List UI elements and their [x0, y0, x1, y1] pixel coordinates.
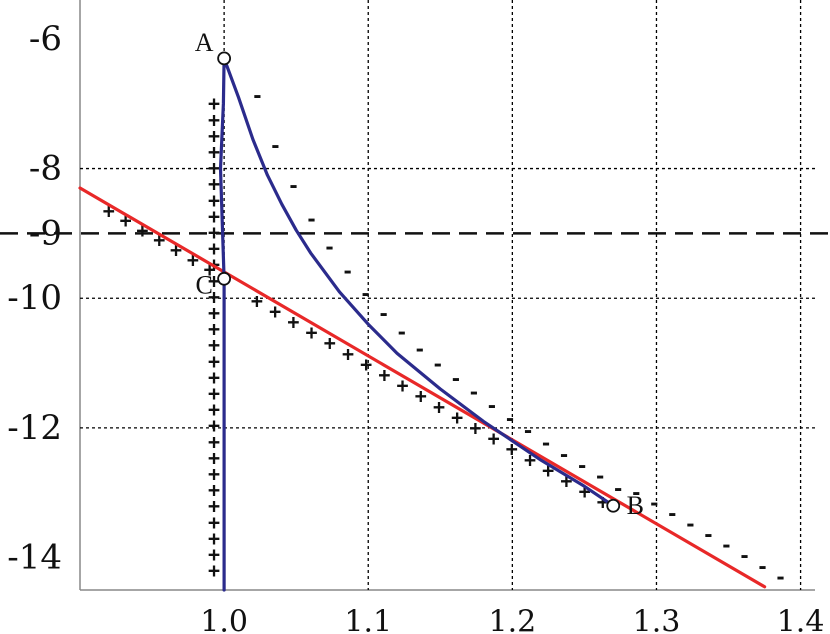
minus-sign: -: [630, 481, 642, 505]
x-tick-label: 1.3: [633, 605, 681, 634]
plus-sign: +: [306, 321, 318, 345]
plus-sign: +: [378, 363, 390, 387]
tick-labels: -6 -8 -9 -10 -12 -14 1.0 1.1 1.2 1.3 1.4: [7, 19, 824, 634]
minus-sign: -: [558, 442, 570, 466]
minus-sign: -: [269, 134, 281, 158]
y-tick-label: -6: [29, 19, 62, 59]
plus-sign: +: [251, 289, 263, 313]
grid: [80, 0, 815, 590]
plus-sign: +: [208, 269, 220, 293]
point-label-a: A: [195, 28, 214, 57]
plus-sign: +: [208, 92, 220, 116]
plus-sign: +: [208, 204, 220, 228]
minus-sign: -: [324, 235, 336, 259]
plus-sign: +: [324, 331, 336, 355]
minus-sign: -: [540, 431, 552, 455]
minus-sign: -: [702, 523, 714, 547]
minus-sign: -: [287, 174, 299, 198]
plus-sign: +: [208, 140, 220, 164]
blue-curve-series: [218, 56, 615, 592]
minus-sign: -: [414, 337, 426, 361]
plus-sign: +: [488, 427, 500, 451]
plus-sign: +: [208, 414, 220, 438]
minus-sign: -: [738, 544, 750, 568]
y-tick-label: -9: [29, 213, 62, 253]
minus-sign: -: [775, 565, 787, 589]
minus-sign: -: [396, 320, 408, 344]
point-marker-a: [217, 51, 232, 66]
plus-sign: +: [208, 478, 220, 502]
plus-sign: +: [208, 365, 220, 389]
plus-sign: +: [208, 108, 220, 132]
minus-sign: -: [378, 302, 390, 326]
minus-sign: -: [360, 281, 372, 305]
plus-sign: +: [469, 416, 481, 440]
plus-sign: +: [208, 333, 220, 357]
point-marker-b: [606, 498, 621, 513]
plus-sign: +: [208, 398, 220, 422]
series-lines: [78, 56, 767, 592]
minus-sign: -: [576, 453, 588, 477]
minus-sign: -: [450, 367, 462, 391]
minus-sign: -: [251, 84, 263, 108]
x-tick-label: 1.1: [344, 605, 392, 634]
plus-sign: +: [360, 352, 372, 376]
plus-sign: +: [208, 381, 220, 405]
x-tick-label: 1.4: [777, 605, 825, 634]
point-marker-c: [217, 271, 232, 286]
x-tick-label: 1.0: [200, 605, 248, 634]
minus-sign: -: [612, 476, 624, 500]
plot-frame: [79, 0, 815, 591]
plus-sign: +: [397, 374, 409, 398]
minus-sign: -: [306, 207, 318, 231]
minus-sign: -: [486, 394, 498, 418]
point-label-c: C: [195, 270, 212, 299]
sign-annotations: +++++++++++++++++++++++++++++++ + + + + + ++ + +…: [103, 84, 787, 589]
minus-sign: -: [342, 259, 354, 283]
plus-sign: +: [208, 221, 220, 245]
plus-sign: +: [208, 349, 220, 373]
y-tick-label: -14: [7, 538, 62, 578]
marked-points: A B C: [195, 28, 644, 520]
minus-sign: -: [468, 380, 480, 404]
x-tick-label: 1.2: [488, 605, 536, 634]
plus-sign: +: [208, 124, 220, 148]
y-tick-label: -12: [7, 408, 62, 448]
minus-sign: -: [522, 419, 534, 443]
y-tick-label: -8: [29, 149, 62, 189]
plus-sign: +: [208, 510, 220, 534]
minus-sign: -: [432, 352, 444, 376]
plus-sign: +: [433, 395, 445, 419]
plus-sign: +: [208, 494, 220, 518]
plus-sign: +: [208, 462, 220, 486]
minus-sign: -: [648, 491, 660, 515]
red-line-series: [78, 186, 767, 589]
plus-sign: +: [208, 317, 220, 341]
point-label-b: B: [627, 491, 644, 520]
y-tick-label: -10: [7, 278, 62, 318]
plus-sign: +: [287, 310, 299, 334]
plus-sign: +: [208, 446, 220, 470]
plus-sign: +: [208, 156, 220, 180]
plus-sign: +: [208, 301, 220, 325]
plus-sign: +: [342, 342, 354, 366]
minus-sign: -: [720, 533, 732, 557]
minus-sign: -: [594, 464, 606, 488]
minus-sign: -: [684, 512, 696, 536]
plus-sign: +: [208, 188, 220, 212]
plus-sign: +: [269, 299, 281, 323]
minus-sign: -: [666, 502, 678, 526]
minus-sign: -: [504, 406, 516, 430]
plus-sign: +: [208, 559, 220, 583]
plus-sign: +: [451, 405, 463, 429]
plus-sign: +: [208, 172, 220, 196]
plus-sign: +: [208, 542, 220, 566]
plus-sign: +: [208, 526, 220, 550]
plus-sign: +: [415, 384, 427, 408]
minus-sign: -: [756, 554, 768, 578]
plus-sign: +: [208, 237, 220, 261]
plus-sign: +: [208, 430, 220, 454]
plus-sign: +: [208, 285, 220, 309]
